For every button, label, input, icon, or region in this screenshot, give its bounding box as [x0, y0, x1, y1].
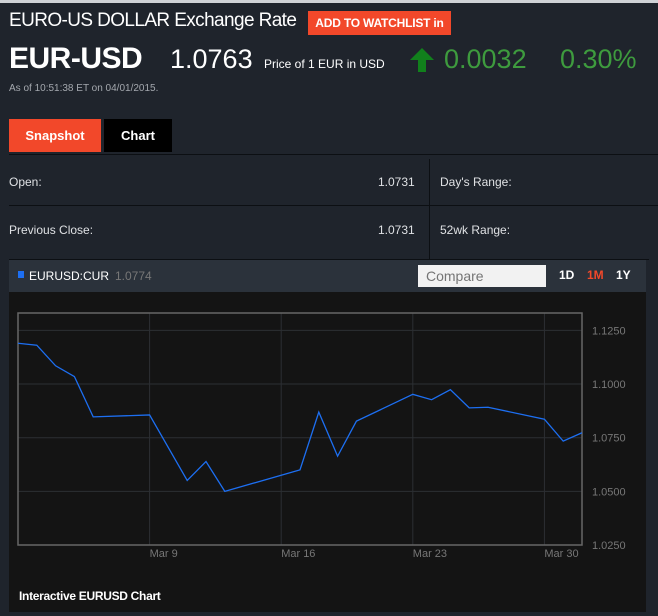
52wk-range-label: 52wk Range:: [440, 223, 511, 237]
open-label: Open:: [9, 175, 42, 189]
days-range-label: Day's Range:: [440, 175, 512, 189]
y-tick-label: 1.0250: [592, 540, 626, 552]
x-tick-label: Mar 16: [281, 548, 315, 560]
add-to-watchlist-button[interactable]: ADD TO WATCHLIST in: [308, 11, 451, 35]
ticker-symbol: EUR-USD: [9, 42, 143, 75]
divider: [429, 159, 430, 259]
chart-footer: Interactive EURUSD Chart: [19, 589, 161, 603]
tab-chart[interactable]: Chart: [104, 119, 172, 152]
price-change-percent: 0.30%: [560, 44, 637, 74]
arrow-up-icon: [409, 47, 435, 78]
tab-snapshot[interactable]: Snapshot: [9, 119, 101, 152]
divider: [9, 154, 658, 155]
y-tick-label: 1.1250: [592, 325, 626, 337]
series-line: [17, 342, 583, 493]
current-price: 1.0763: [170, 44, 253, 74]
range-1m-button[interactable]: 1M: [587, 268, 604, 282]
x-tick-label: Mar 23: [413, 548, 447, 560]
series-last-value: 1.0774: [115, 269, 152, 283]
y-tick-label: 1.0750: [592, 433, 626, 445]
price-chart[interactable]: 1.1250 1.1000 1.0750 1.0500 1.0250 Mar 9 Mar 1…: [9, 260, 646, 612]
previous-close-label: Previous Close:: [9, 223, 94, 237]
range-1d-button[interactable]: 1D: [559, 268, 575, 282]
series-color-icon: [18, 271, 24, 278]
compare-input[interactable]: [418, 265, 546, 287]
chart-toolbar: EURUSD:CUR 1.0774 1D 1M 1Y: [9, 260, 646, 292]
plot-border: [17, 312, 583, 546]
series-symbol: EURUSD:CUR: [29, 269, 110, 283]
price-change: 0.0032: [444, 44, 527, 74]
open-value: 1.0731: [378, 175, 415, 189]
top-border: [0, 0, 658, 3]
x-tick-label: Mar 30: [544, 548, 578, 560]
chart-panel: EURUSD:CUR 1.0774 1D 1M 1Y 1.12501.10001…: [9, 260, 646, 612]
x-tick-label: Mar 9: [150, 548, 178, 560]
timestamp: As of 10:51:38 ET on 04/01/2015.: [9, 83, 159, 94]
divider: [9, 259, 649, 260]
y-tick-label: 1.1000: [592, 379, 626, 391]
y-tick-label: 1.0500: [592, 486, 626, 498]
page-title: EURO-US DOLLAR Exchange Rate: [9, 10, 297, 31]
price-label: Price of 1 EUR in USD: [264, 57, 385, 71]
range-1y-button[interactable]: 1Y: [616, 268, 631, 282]
previous-close-value: 1.0731: [378, 223, 415, 237]
divider: [9, 205, 658, 206]
